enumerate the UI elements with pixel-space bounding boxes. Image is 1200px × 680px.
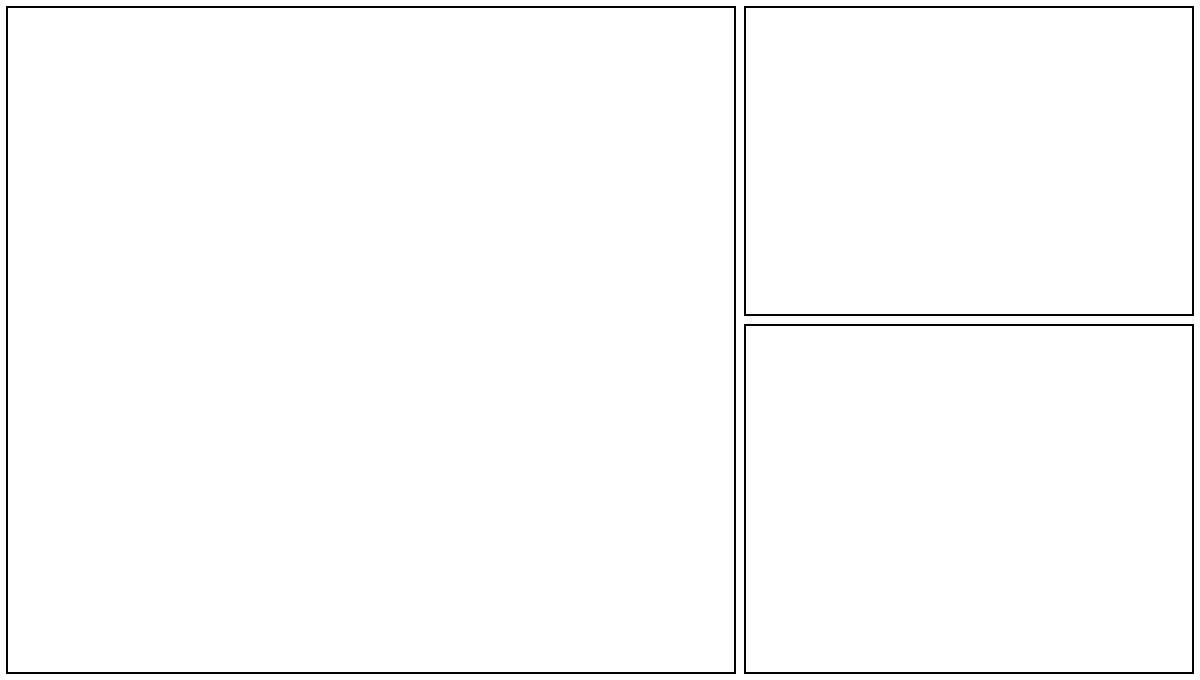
panel-b bbox=[744, 6, 1194, 316]
panel-a bbox=[6, 6, 736, 674]
panel-c bbox=[744, 324, 1194, 674]
